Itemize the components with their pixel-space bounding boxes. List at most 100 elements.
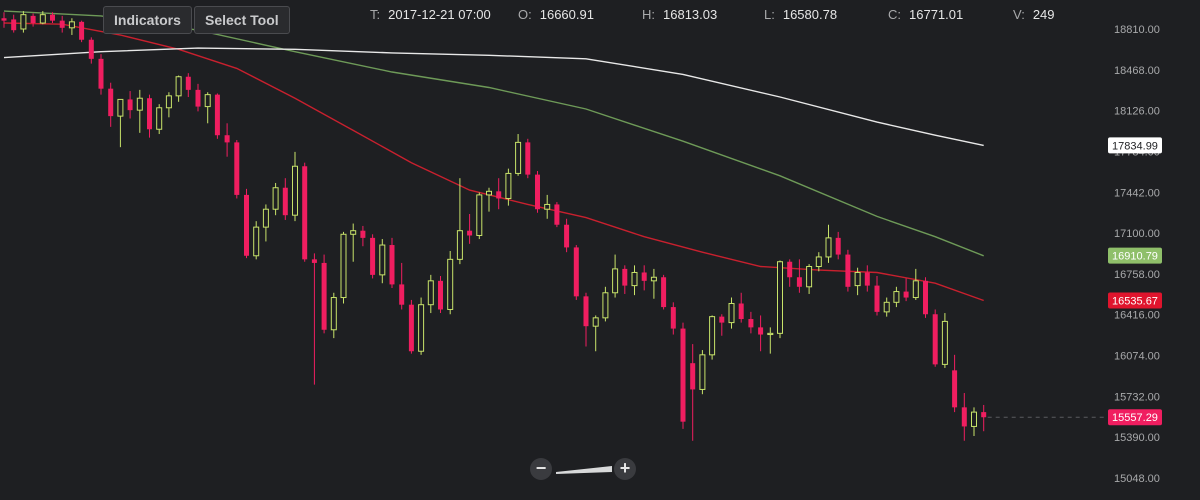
select-tool-button[interactable]: Select Tool: [194, 6, 290, 34]
ohlc-high-key: H:: [642, 7, 655, 22]
candle-body-20: [195, 89, 201, 107]
ohlc-volume-key: V:: [1013, 7, 1025, 22]
candle-body-99: [961, 407, 967, 427]
ohlc-volume: V: 249: [1013, 7, 1055, 22]
candle-body-67: [650, 276, 657, 282]
candle-body-21: [204, 94, 211, 108]
candle-body-30: [292, 165, 298, 216]
candle-body-8: [79, 21, 85, 40]
zoom-slider[interactable]: [556, 462, 612, 476]
candle-body-15: [147, 98, 152, 130]
candle-body-32: [311, 259, 317, 263]
candle-body-73: [709, 316, 716, 356]
candle-body-29: [282, 187, 288, 216]
candle-body-43: [418, 304, 425, 352]
ohlc-close-key: C:: [888, 7, 901, 22]
zoom-in-button[interactable]: +: [614, 458, 636, 480]
candle-body-60: [583, 296, 589, 327]
candle-body-17: [165, 95, 172, 109]
candle-body-76: [738, 303, 744, 320]
candle-body-100: [971, 411, 977, 427]
candle-body-41: [399, 284, 405, 305]
candle-body-56: [544, 203, 551, 210]
candle-body-68: [661, 277, 667, 308]
moving-average-line-2: [3, 47, 984, 147]
candle-body-46: [447, 258, 454, 310]
candle-body-14: [136, 97, 143, 111]
candle-body-45: [438, 280, 443, 310]
candle-body-54: [525, 142, 531, 175]
candle-body-58: [564, 224, 570, 248]
candle-body-92: [893, 291, 900, 303]
candle-body-25: [244, 194, 249, 256]
candle-body-90: [874, 285, 880, 312]
price-label-box-1: [1108, 247, 1162, 264]
ohlc-time: T: 2017-12-21 07:00: [370, 7, 491, 22]
candle-body-82: [796, 277, 802, 287]
moving-average-line-0: [3, 22, 984, 302]
candle-body-96: [932, 314, 938, 365]
candle-body-69: [670, 307, 676, 329]
candle-body-75: [728, 303, 735, 324]
ohlc-high-value: 16813.03: [663, 7, 718, 22]
indicators-button[interactable]: Indicators: [103, 6, 192, 34]
ohlc-open: O: 16660.91: [518, 7, 594, 22]
candle-body-19: [185, 76, 191, 90]
candle-body-85: [825, 237, 832, 258]
y-tick-label-4: 17442.00: [1114, 187, 1160, 199]
y-tick-label-7: 16416.00: [1114, 310, 1160, 322]
candle-body-22: [214, 94, 220, 136]
candle-body-47: [456, 230, 463, 260]
candle-body-87: [845, 254, 851, 287]
candle-body-63: [612, 268, 619, 294]
candle-body-71: [690, 363, 696, 390]
candle-body-16: [156, 107, 163, 130]
price-label-box-2: [1108, 292, 1162, 309]
candle-body-33: [321, 262, 327, 330]
y-tick-label-8: 16074.00: [1114, 351, 1160, 363]
ohlc-low-value: 16580.78: [782, 7, 838, 22]
y-tick-label-1: 18468.00: [1114, 65, 1160, 77]
candle-body-88: [854, 271, 861, 287]
price-label-text-0: 17834.99: [1112, 140, 1158, 152]
candle-body-44: [427, 280, 434, 306]
y-tick-label-9: 15732.00: [1114, 391, 1160, 403]
candle-body-49: [476, 194, 483, 236]
candle-body-94: [912, 280, 919, 299]
candle-body-53: [515, 141, 522, 174]
ohlc-low-key: L:: [764, 7, 775, 22]
candle-body-26: [253, 226, 260, 257]
candle-body-2: [20, 14, 27, 30]
candle-body-28: [272, 187, 279, 210]
candle-body-13: [127, 99, 133, 111]
y-tick-label-10: 15390.00: [1114, 432, 1160, 444]
candle-body-0: [1, 18, 7, 21]
ohlc-open-value: 16660.91: [539, 7, 594, 22]
candle-body-72: [699, 354, 706, 390]
candle-body-6: [59, 20, 65, 28]
candle-body-89: [864, 272, 870, 286]
candle-body-31: [302, 166, 308, 260]
candle-body-50: [486, 190, 492, 196]
candle-body-81: [787, 261, 793, 278]
y-tick-label-5: 17100.00: [1114, 228, 1160, 240]
ohlc-time-key: T:: [370, 7, 381, 22]
candle-body-95: [923, 280, 928, 315]
ohlc-low: L: 16580.78: [764, 7, 837, 22]
candle-body-59: [573, 247, 579, 297]
candle-body-80: [777, 261, 783, 334]
y-tick-label-2: 18126.00: [1114, 106, 1160, 118]
candle-body-55: [535, 174, 540, 210]
ohlc-volume-value: 249: [1032, 7, 1055, 22]
candle-body-12: [117, 98, 124, 117]
candle-body-93: [903, 291, 909, 298]
ohlc-high: H: 16813.03: [642, 7, 717, 22]
candle-body-24: [234, 142, 240, 195]
zoom-out-button[interactable]: −: [530, 458, 552, 480]
candle-body-40: [389, 245, 395, 285]
zoom-control: − +: [530, 458, 636, 480]
candle-body-77: [748, 319, 754, 328]
candle-body-101: [981, 412, 987, 418]
candle-body-51: [496, 191, 502, 199]
